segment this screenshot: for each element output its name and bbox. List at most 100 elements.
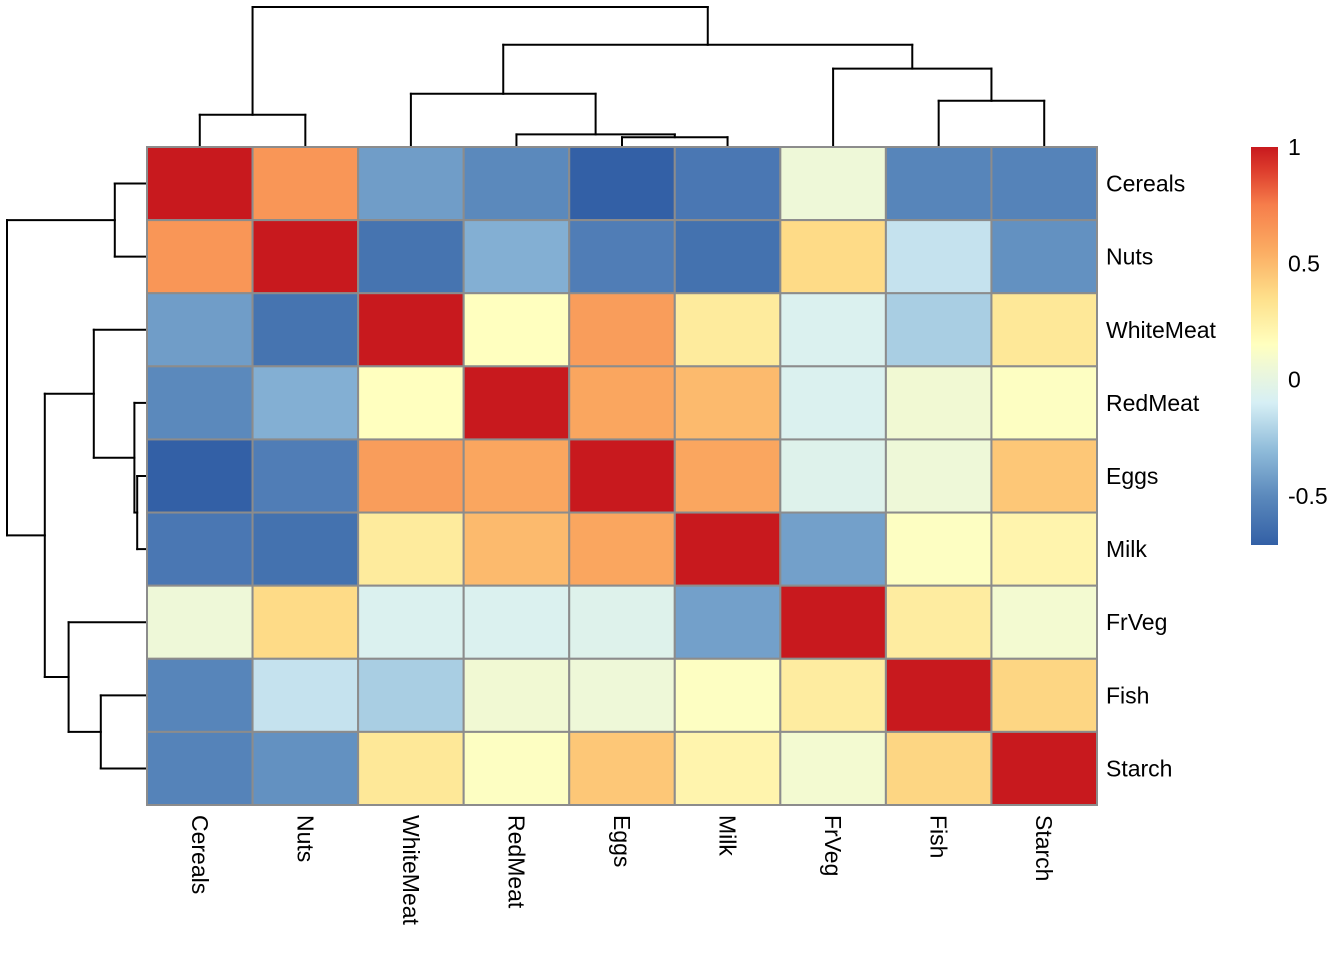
heatmap-cell-redmeat-starch [990, 365, 1099, 441]
heatmap-cell-whitemeat-nuts [251, 292, 360, 368]
heatmap-cell-frveg-fish [884, 584, 993, 660]
heatmap-cell-fish-cereals [146, 657, 254, 733]
heatmap-cell-redmeat-milk [673, 365, 782, 441]
heatmap-cell-eggs-nuts [251, 438, 360, 514]
heatmap-cell-nuts-fish [884, 219, 993, 295]
heatmap-cell-nuts-starch [990, 219, 1099, 295]
row-label: Eggs [1106, 463, 1158, 489]
heatmap-cell-eggs-whitemeat [357, 438, 465, 514]
heatmap-cell-starch-nuts [251, 730, 360, 807]
color-legend: 1 0.5 0 -0.5 [1251, 134, 1328, 545]
row-label: Milk [1106, 536, 1147, 562]
heatmap-cell-milk-frveg [779, 511, 887, 587]
column-label: Eggs [609, 815, 635, 867]
heatmap-cell-eggs-redmeat [462, 438, 571, 514]
heatmap-cell-nuts-redmeat [462, 219, 571, 295]
heatmap-cell-cereals-fish [884, 146, 993, 222]
column-label: Cereals [187, 815, 213, 894]
heatmap-cell-frveg-whitemeat [357, 584, 465, 660]
heatmap-cell-whitemeat-starch [990, 292, 1099, 368]
heatmap-cell-milk-starch [990, 511, 1099, 587]
heatmap-cell-eggs-starch [990, 438, 1099, 514]
heatmap-cell-nuts-eggs [568, 219, 676, 295]
heatmap-cell-whitemeat-redmeat [462, 292, 571, 368]
column-label: Milk [715, 815, 741, 856]
heatmap-cell-fish-redmeat [462, 657, 571, 733]
heatmap-cell-starch-milk [673, 730, 782, 807]
heatmap-cell-milk-fish [884, 511, 993, 587]
heatmap-cell-redmeat-fish [884, 365, 993, 441]
column-label: WhiteMeat [398, 815, 424, 926]
heatmap-cell-redmeat-frveg [779, 365, 887, 441]
row-label: Fish [1106, 682, 1149, 708]
heatmap-cell-frveg-nuts [251, 584, 360, 660]
heatmap-cell-redmeat-nuts [251, 365, 360, 441]
heatmap-cell-eggs-milk [673, 438, 782, 514]
row-label: WhiteMeat [1106, 317, 1217, 343]
column-label: Fish [926, 815, 952, 858]
heatmap-cell-starch-redmeat [462, 730, 571, 807]
heatmap-cell-whitemeat-eggs [568, 292, 676, 368]
heatmap-cell-nuts-frveg [779, 219, 887, 295]
heatmap-cell-frveg-milk [673, 584, 782, 660]
row-label: Cereals [1106, 171, 1185, 197]
heatmap-cell-starch-fish [884, 730, 993, 807]
heatmap-cell-cereals-redmeat [462, 146, 571, 222]
heatmap-cell-milk-milk [673, 511, 782, 587]
legend-tick-label: -0.5 [1288, 483, 1328, 509]
heatmap-cell-milk-nuts [251, 511, 360, 587]
heatmap-cell-whitemeat-whitemeat [357, 292, 465, 368]
heatmap-cell-starch-starch [990, 730, 1099, 807]
heatmap-cell-frveg-cereals [146, 584, 254, 660]
heatmap-cell-redmeat-redmeat [462, 365, 571, 441]
legend-tick-label: 1 [1288, 134, 1301, 160]
row-label: FrVeg [1106, 609, 1167, 635]
heatmap-cell-cereals-eggs [568, 146, 676, 222]
heatmap-cell-starch-cereals [146, 730, 254, 807]
row-label: Nuts [1106, 244, 1153, 270]
heatmap-cell-redmeat-whitemeat [357, 365, 465, 441]
heatmap-cell-starch-frveg [779, 730, 887, 807]
heatmap-cell-frveg-redmeat [462, 584, 571, 660]
column-dendrogram [198, 6, 1046, 148]
heatmap-cell-starch-whitemeat [357, 730, 465, 807]
heatmap-cell-eggs-cereals [146, 438, 254, 514]
heatmap-cell-frveg-frveg [779, 584, 887, 660]
heatmap-cell-fish-frveg [779, 657, 887, 733]
heatmap-cell-eggs-fish [884, 438, 993, 514]
heatmap-cell-fish-eggs [568, 657, 676, 733]
heatmap-cell-fish-milk [673, 657, 782, 733]
column-label: RedMeat [503, 815, 529, 909]
row-labels: Cereals Nuts WhiteMeat RedMeat Eggs Milk FrVeg… [1106, 171, 1217, 782]
row-label: Starch [1106, 755, 1172, 781]
heatmap-cell-frveg-starch [990, 584, 1099, 660]
heatmap-cell-fish-starch [990, 657, 1099, 733]
column-label: Starch [1031, 815, 1057, 881]
row-label: RedMeat [1106, 390, 1200, 416]
column-labels: Cereals Nuts WhiteMeat RedMeat Eggs Milk FrVeg… [187, 815, 1057, 926]
heatmap-cell-nuts-nuts [251, 219, 360, 295]
heatmap-cell-whitemeat-fish [884, 292, 993, 368]
row-dendrogram [6, 182, 148, 770]
heatmap-cell-nuts-cereals [146, 219, 254, 295]
heatmap-cell-fish-fish [884, 657, 993, 733]
heatmap-cell-cereals-nuts [251, 146, 360, 222]
heatmap-cell-whitemeat-frveg [779, 292, 887, 368]
heatmap-cell-whitemeat-milk [673, 292, 782, 368]
heatmap-cell-fish-whitemeat [357, 657, 465, 733]
column-label: Nuts [292, 815, 318, 862]
legend-tick-label: 0 [1288, 367, 1301, 393]
heatmap-cell-cereals-frveg [779, 146, 887, 222]
heatmap-cell-eggs-eggs [568, 438, 676, 514]
heatmap-cell-frveg-eggs [568, 584, 676, 660]
heatmap-cell-milk-cereals [146, 511, 254, 587]
legend-tick-labels: 1 0.5 0 -0.5 [1288, 134, 1328, 509]
legend-color-bar [1251, 147, 1278, 545]
heatmap-cell-whitemeat-cereals [146, 292, 254, 368]
heatmap-cell-redmeat-cereals [146, 365, 254, 441]
heatmap-cell-milk-whitemeat [357, 511, 465, 587]
heatmap-cell-nuts-whitemeat [357, 219, 465, 295]
legend-tick-label: 0.5 [1288, 250, 1320, 276]
heatmap-cell-fish-nuts [251, 657, 360, 733]
